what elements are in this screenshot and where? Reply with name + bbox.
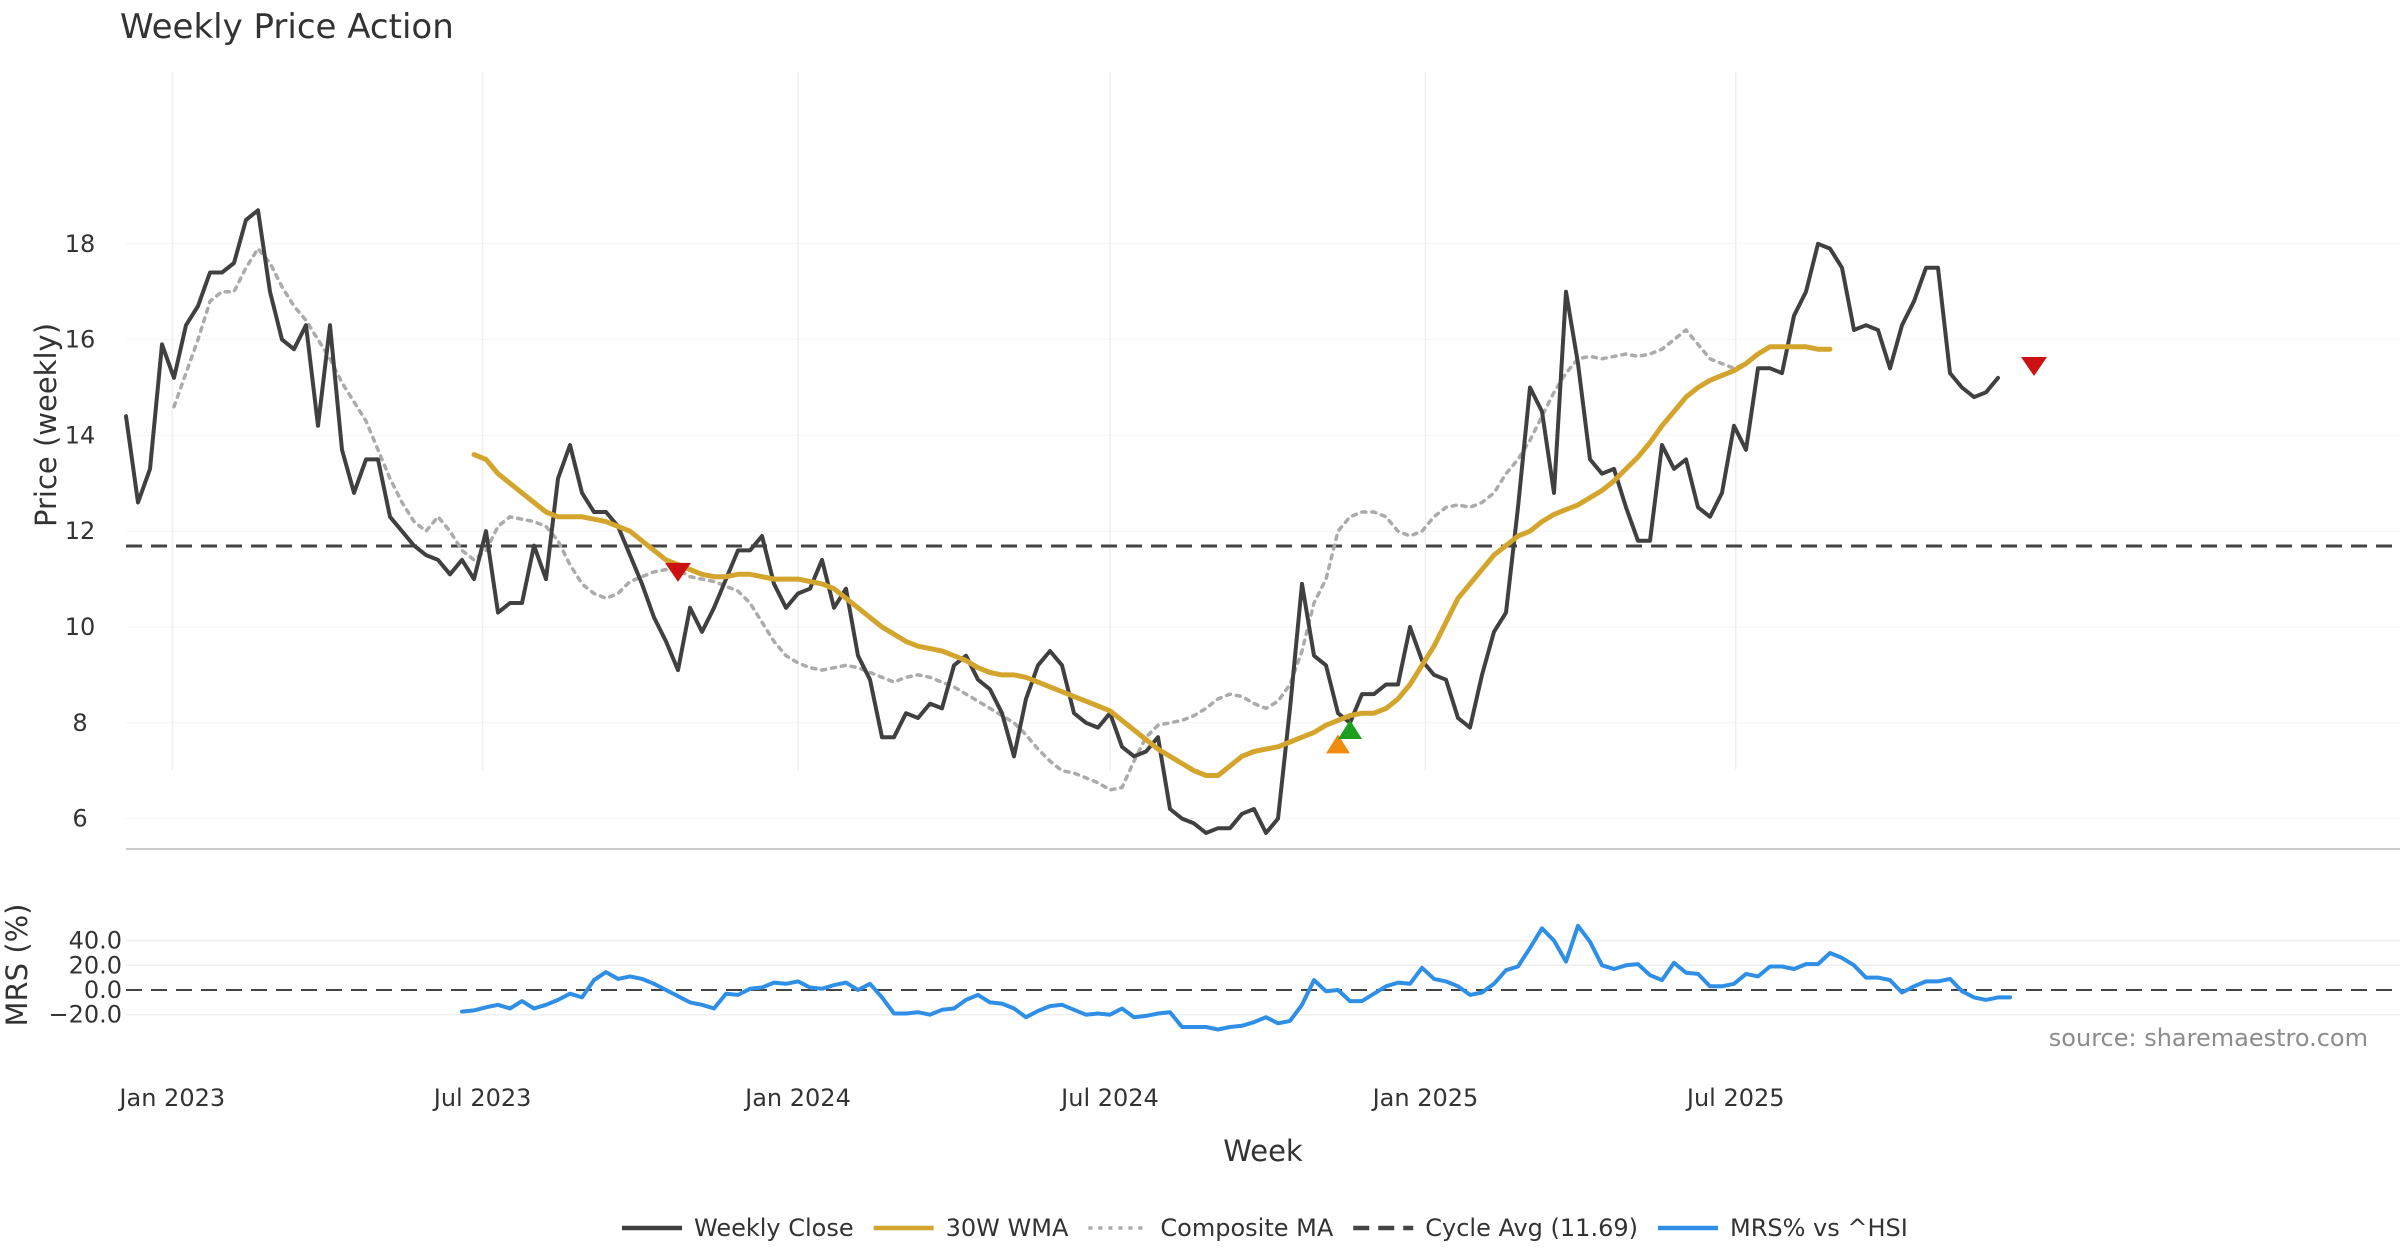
price-series-group <box>124 208 2000 835</box>
source-credit: source: sharemaestro.com <box>2049 1024 2368 1052</box>
x-tick-label: Jan 2023 <box>117 1084 225 1112</box>
legend-item-label: Cycle Avg (11.69) <box>1425 1214 1638 1242</box>
price-y-tick: 8 <box>72 709 87 737</box>
legend: Weekly Close 30W WMA Composite MA Cycle Avg… <box>622 1214 1908 1242</box>
x-axis-label: Week <box>1223 1134 1303 1168</box>
mrs-y-tick: 40.0 <box>69 927 122 955</box>
signal-markers <box>665 356 2047 754</box>
x-tick-label: Jan 2025 <box>1371 1084 1479 1112</box>
30w-wma-line <box>471 344 1833 778</box>
x-tick-label: Jan 2024 <box>743 1084 851 1112</box>
x-ticks: Jan 2023 Jul 2023 Jan 2024 Jul 2024 Jan 2025… <box>117 1084 1784 1112</box>
x-tick-label: Jul 2025 <box>1685 1084 1785 1112</box>
legend-item-label: Composite MA <box>1160 1214 1333 1242</box>
mrs-y-ticks: 40.020.00.0−20.0 <box>48 927 122 1029</box>
legend-item-label: Weekly Close <box>694 1214 854 1242</box>
sell-signal-marker <box>665 562 691 582</box>
price-y-tick: 10 <box>65 613 96 641</box>
price-y-ticks: 6 8 10 12 14 16 18 <box>65 230 96 833</box>
chart-title: Weekly Price Action <box>120 7 454 47</box>
mrs-line <box>460 923 2012 1032</box>
x-tick-label: Jul 2023 <box>432 1084 532 1112</box>
composite-ma-line <box>172 246 1748 792</box>
weekly-close-line <box>124 208 2000 835</box>
mrs-series-group <box>460 923 2012 1032</box>
price-grid <box>126 72 2400 820</box>
mrs-y-tick: 0.0 <box>84 976 122 1004</box>
price-y-axis-label: Price (weekly) <box>29 323 63 527</box>
price-y-tick: 12 <box>65 517 96 545</box>
mrs-y-tick: 20.0 <box>69 951 122 979</box>
mrs-y-tick: −20.0 <box>48 1001 122 1029</box>
mrs-grid <box>126 939 2400 1016</box>
x-tick-label: Jul 2024 <box>1059 1084 1159 1112</box>
sell-signal-marker <box>2021 356 2047 376</box>
buy-signal-marker <box>1326 734 1350 754</box>
buy-signal-marker <box>1338 719 1362 739</box>
legend-item-label: MRS% vs ^HSI <box>1730 1214 1908 1242</box>
price-y-tick: 18 <box>65 230 96 258</box>
price-y-tick: 6 <box>72 805 87 833</box>
legend-item-label: 30W WMA <box>946 1214 1069 1242</box>
mrs-y-axis-label: MRS (%) <box>0 904 34 1027</box>
price-y-tick: 16 <box>65 326 96 354</box>
price-y-tick: 14 <box>65 421 96 449</box>
